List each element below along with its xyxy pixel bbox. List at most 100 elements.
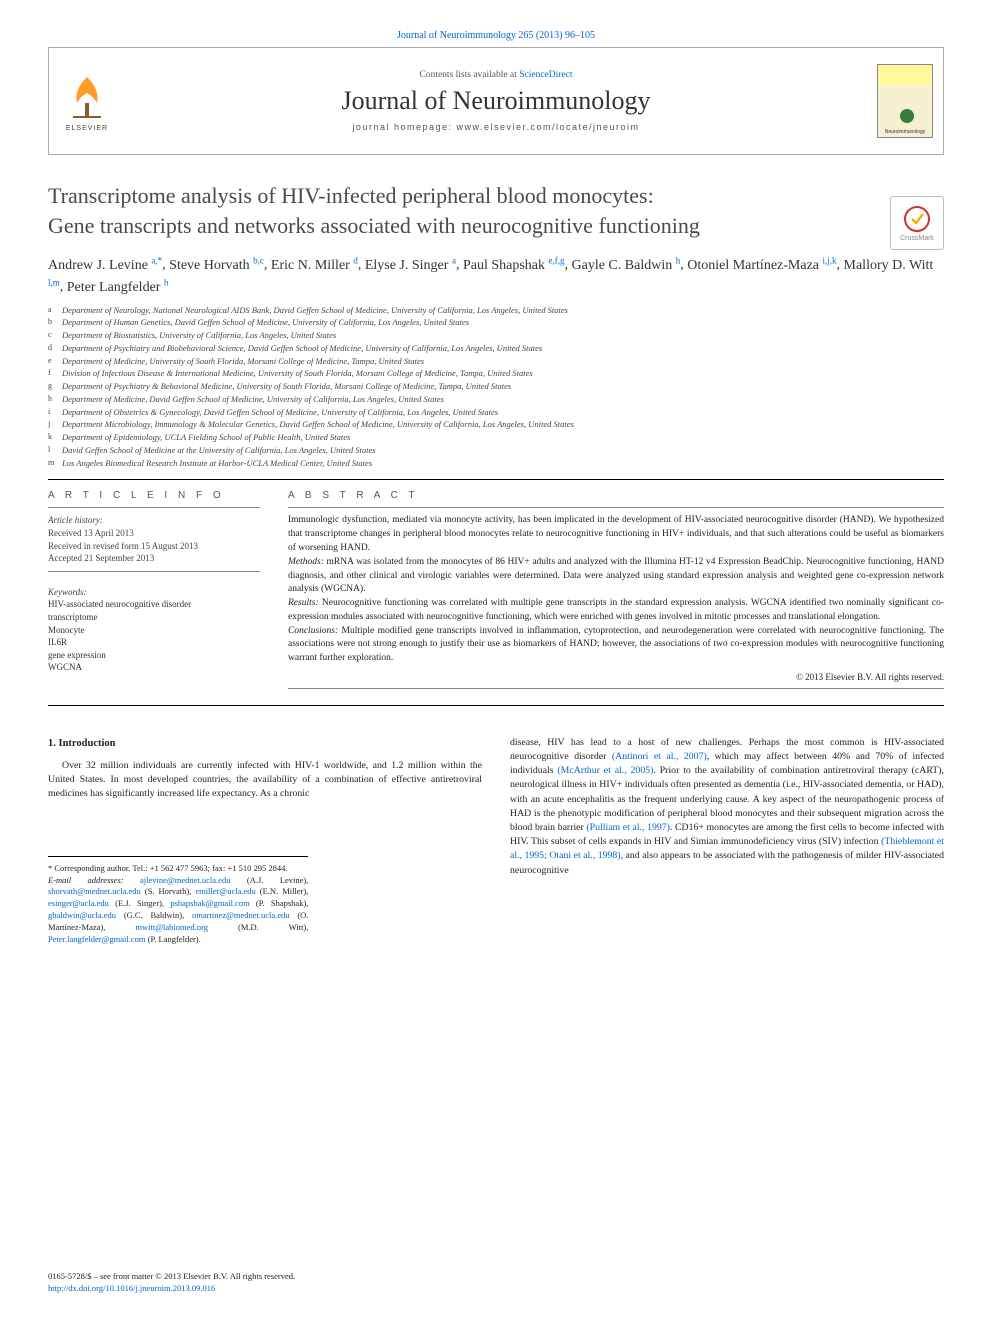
crossmark-badge[interactable]: CrossMark <box>890 196 944 250</box>
affiliation-row: d Department of Psychiatry and Biobehavio… <box>48 342 944 355</box>
email-who: (M.D. Witt) <box>238 922 306 932</box>
citation-link[interactable]: (Thieblemont et al., 1995; Otani et al.,… <box>510 836 944 861</box>
email-who: (A.J. Levine) <box>247 875 306 885</box>
author-affil-link[interactable]: b,c <box>253 255 264 265</box>
title-line-1: Transcriptome analysis of HIV-infected p… <box>48 183 654 208</box>
contents-prefix: Contents lists available at <box>419 70 519 80</box>
abstract-body: Immunologic dysfunction, mediated via mo… <box>288 514 944 665</box>
emails-label: E-mail addresses: <box>48 875 140 885</box>
email-link[interactable]: ajlevine@mednet.ucla.edu <box>140 875 230 885</box>
keywords-block: Keywords: HIV-associated neurocognitive … <box>48 586 260 674</box>
affiliation-key: e <box>48 355 58 368</box>
affiliation-row: h Department of Medicine, David Geffen Sc… <box>48 393 944 406</box>
affiliation-key: b <box>48 316 58 329</box>
author: Paul Shapshak e,f,g <box>463 258 565 273</box>
abstract-results: Results: Neurocognitive functioning was … <box>288 597 944 625</box>
author-affil-link[interactable]: h <box>676 255 681 265</box>
abstract-copyright: © 2013 Elsevier B.V. All rights reserved… <box>288 672 944 682</box>
author-affil-link[interactable]: l,m <box>48 277 60 287</box>
affiliation-text: Department of Biostatistics, University … <box>62 329 336 342</box>
citation-link[interactable]: (Pulliam et al., 1997) <box>586 822 670 833</box>
header-center: Contents lists available at ScienceDirec… <box>125 48 867 154</box>
thin-rule <box>48 571 260 572</box>
affiliation-key: i <box>48 406 58 419</box>
keyword: Monocyte <box>48 624 260 637</box>
email-link[interactable]: pshapshak@gmail.com <box>170 898 249 908</box>
author-affil-link[interactable]: d <box>353 255 358 265</box>
article-history: Article history: Received 13 April 2013 … <box>48 514 260 564</box>
affiliation-row: mLos Angeles Biomedical Research Institu… <box>48 457 944 470</box>
keyword: transcriptome <box>48 611 260 624</box>
email-link[interactable]: gbaldwin@ucla.edu <box>48 910 116 920</box>
keyword: IL6R <box>48 636 260 649</box>
affiliation-text: Division of Infectious Disease & Interna… <box>62 367 533 380</box>
email-link[interactable]: mwitt@labiomed.org <box>135 922 208 932</box>
affiliation-text: Department of Epidemiology, UCLA Fieldin… <box>62 431 350 444</box>
article-info-column: A R T I C L E I N F O Article history: R… <box>48 490 260 694</box>
journal-header: ELSEVIER Contents lists available at Sci… <box>48 47 944 155</box>
affiliation-row: eDepartment of Medicine, University of S… <box>48 355 944 368</box>
history-heading: Article history: <box>48 514 260 527</box>
info-abstract-row: A R T I C L E I N F O Article history: R… <box>48 490 944 694</box>
affiliation-text: Department of Medicine, David Geffen Sch… <box>62 393 444 406</box>
doi-link[interactable]: http://dx.doi.org/10.1016/j.jneuroim.201… <box>48 1283 215 1293</box>
cover-art-icon <box>900 109 914 123</box>
crossmark-label: CrossMark <box>900 235 934 242</box>
email-link[interactable]: esinger@ucla.edu <box>48 898 109 908</box>
affiliation-row: iDepartment of Obstetrics & Gynecology, … <box>48 406 944 419</box>
corresponding-footnote: * Corresponding author. Tel.: +1 562 477… <box>48 856 308 946</box>
intro-paragraph-left: Over 32 million individuals are currentl… <box>48 759 482 802</box>
affiliation-text: Department of Psychiatry and Biobehavior… <box>62 342 542 355</box>
citation-link[interactable]: (Antinori et al., 2007) <box>612 751 707 762</box>
author: Andrew J. Levine a,* <box>48 258 162 273</box>
contents-line: Contents lists available at ScienceDirec… <box>419 70 572 80</box>
affiliation-key: h <box>48 393 58 406</box>
author-affil-link[interactable]: a <box>452 255 456 265</box>
affiliation-row: f Division of Infectious Disease & Intern… <box>48 367 944 380</box>
results-text: Neurocognitive functioning was correlate… <box>288 598 944 622</box>
email-who: (G.C. Baldwin) <box>124 910 182 920</box>
affiliation-row: aDepartment of Neurology, National Neuro… <box>48 304 944 317</box>
author: Steve Horvath b,c <box>169 258 264 273</box>
affiliation-key: l <box>48 444 58 457</box>
abstract-methods: Methods: mRNA was isolated from the mono… <box>288 556 944 597</box>
emails-block: E-mail addresses: ajlevine@mednet.ucla.e… <box>48 875 308 946</box>
email-link[interactable]: omartinez@mednet.ucla.edu <box>192 910 290 920</box>
footer: 0165-5728/$ – see front matter © 2013 El… <box>48 1271 295 1295</box>
author-affil-link[interactable]: b <box>164 277 169 287</box>
crossmark-icon <box>903 205 931 233</box>
journal-cover-thumb: Neuroimmunology <box>877 64 933 138</box>
affiliation-row: cDepartment of Biostatistics, University… <box>48 329 944 342</box>
cover-label: Neuroimmunology <box>878 129 932 135</box>
keywords-heading: Keywords: <box>48 586 260 599</box>
elsevier-tree-icon <box>65 71 109 123</box>
author-list: Andrew J. Levine a,*, Steve Horvath b,c,… <box>48 254 944 297</box>
body-column-left: 1. Introduction Over 32 million individu… <box>48 736 482 946</box>
elsevier-logo: ELSEVIER <box>59 66 115 136</box>
abstract-intro: Immunologic dysfunction, mediated via mo… <box>288 514 944 555</box>
running-header-link[interactable]: Journal of Neuroimmunology 265 (2013) 96… <box>397 30 595 41</box>
author: Otoniel Martínez-Maza i,j,k <box>687 258 836 273</box>
sciencedirect-link[interactable]: ScienceDirect <box>519 70 572 80</box>
email-link[interactable]: shorvath@mednet.ucla.edu <box>48 886 141 896</box>
affiliation-key: a <box>48 304 58 317</box>
email-who: (E.J. Singer) <box>115 898 162 908</box>
corresponding-line: * Corresponding author. Tel.: +1 562 477… <box>48 863 308 875</box>
author-affil-link[interactable]: a,* <box>151 255 162 265</box>
abstract-conclusions: Conclusions: Multiple modified gene tran… <box>288 625 944 666</box>
affiliation-key: f <box>48 367 58 380</box>
homepage-prefix: journal homepage: <box>352 122 456 132</box>
author-affil-link[interactable]: i,j,k <box>823 255 837 265</box>
email-link[interactable]: emiller@ucla.edu <box>195 886 255 896</box>
intro-paragraph-right: disease, HIV has lead to a host of new c… <box>510 736 944 878</box>
affiliation-row: kDepartment of Epidemiology, UCLA Fieldi… <box>48 431 944 444</box>
affiliation-text: David Geffen School of Medicine at the U… <box>62 444 376 457</box>
author-affil-link[interactable]: e,f,g <box>549 255 565 265</box>
affiliation-text: Department of Psychiatry & Behavioral Me… <box>62 380 511 393</box>
email-link[interactable]: Peter.langfelder@gmail.com <box>48 934 146 944</box>
conclusions-label: Conclusions: <box>288 626 338 636</box>
divider-rule <box>48 479 944 480</box>
affiliation-key: d <box>48 342 58 355</box>
citation-link[interactable]: (McArthur et al., 2005) <box>557 765 653 776</box>
publisher-name: ELSEVIER <box>66 125 108 132</box>
